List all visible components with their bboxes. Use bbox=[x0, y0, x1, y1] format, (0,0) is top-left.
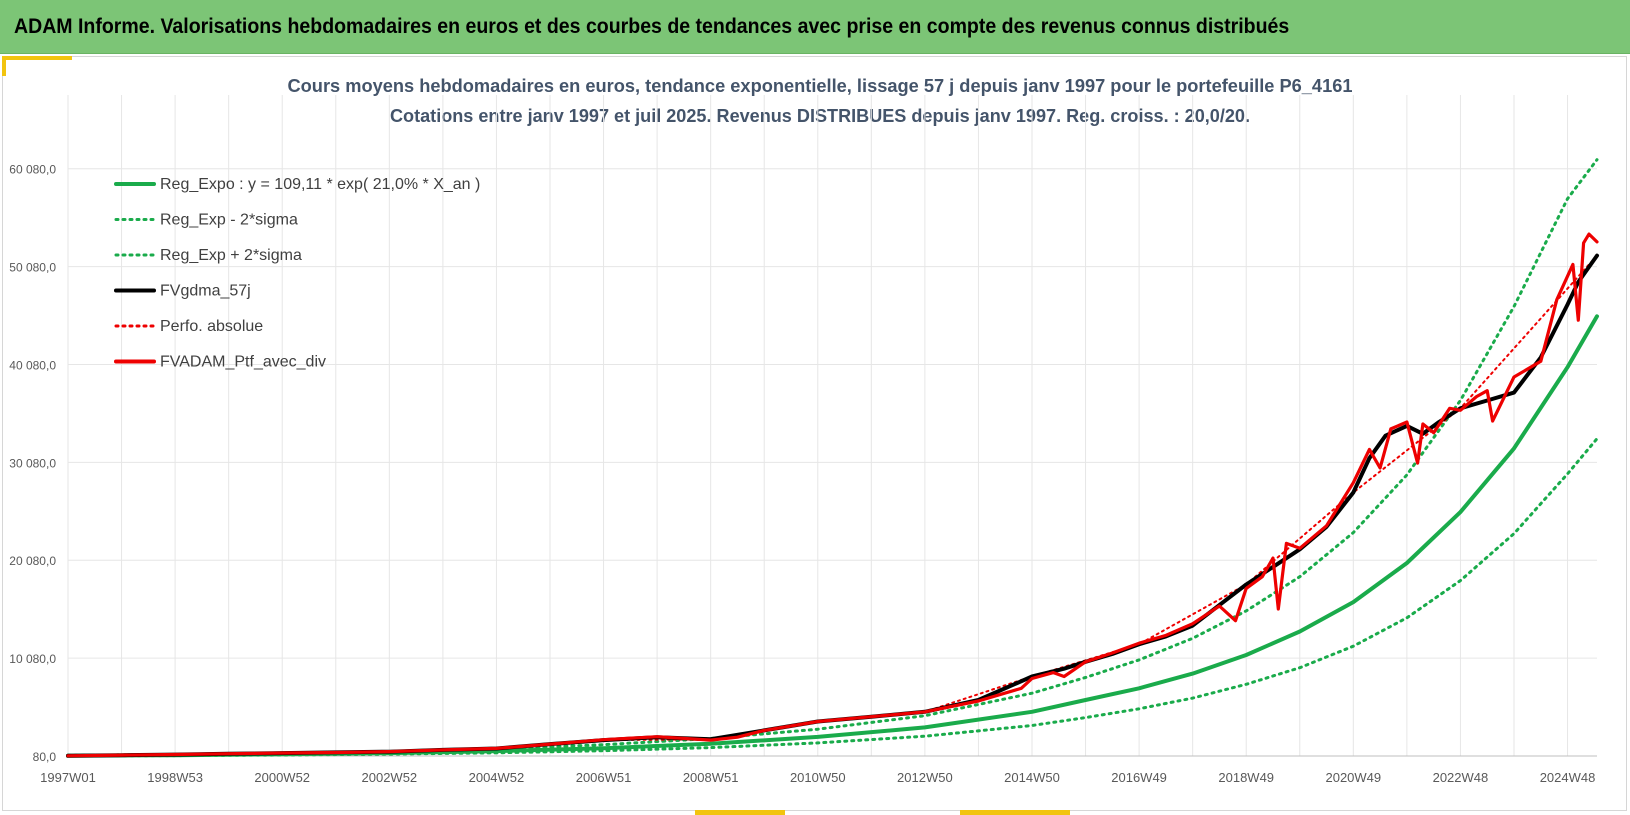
series-perfo-absolue bbox=[67, 254, 1598, 757]
grid bbox=[67, 95, 1597, 757]
page-title: ADAM Informe. Valorisations hebdomadaire… bbox=[14, 14, 1290, 38]
x-tick-label: 2018W49 bbox=[1218, 770, 1274, 785]
x-tick-label: 2002W52 bbox=[362, 770, 418, 785]
x-tick-label: 2024W48 bbox=[1540, 770, 1596, 785]
header-bar: ADAM Informe. Valorisations hebdomadaire… bbox=[0, 0, 1630, 54]
legend-label: Perfo. absolue bbox=[160, 318, 263, 335]
y-tick-label: 40 080,0 bbox=[9, 358, 56, 372]
y-tick-label: 10 080,0 bbox=[9, 652, 56, 666]
legend-item: Reg_Exp - 2*sigma bbox=[114, 212, 298, 229]
legend-item: Reg_Exp + 2*sigma bbox=[114, 247, 302, 264]
corner-accent-left bbox=[2, 56, 6, 76]
x-tick-label: 2014W50 bbox=[1004, 770, 1060, 785]
series bbox=[66, 158, 1599, 758]
x-tick-label: 2012W50 bbox=[897, 770, 953, 785]
y-tick-label: 50 080,0 bbox=[9, 261, 56, 275]
legend-label: Reg_Expo : y = 109,11 * exp( 21,0% * X_a… bbox=[160, 176, 480, 193]
legend-item: FVADAM_Ptf_avec_div bbox=[114, 354, 326, 371]
x-tick-label: 2008W51 bbox=[683, 770, 739, 785]
series-fvadam-ptf-avec-div bbox=[66, 232, 1599, 758]
x-tick-label: 2004W52 bbox=[469, 770, 525, 785]
legend-label: FVADAM_Ptf_avec_div bbox=[160, 354, 326, 371]
y-tick-label: 80,0 bbox=[33, 750, 57, 764]
x-tick-label: 2010W50 bbox=[790, 770, 846, 785]
series-reg-exp-minus-2sigma bbox=[66, 437, 1599, 758]
corner-accent-top bbox=[2, 56, 72, 60]
legend-item: FVgdma_57j bbox=[114, 283, 251, 300]
chart-title: Cours moyens hebdomadaires en euros, ten… bbox=[288, 76, 1353, 126]
series-reg-expo bbox=[66, 314, 1599, 758]
legend-label: Reg_Exp + 2*sigma bbox=[160, 247, 302, 264]
chart-title-line-1: Cours moyens hebdomadaires en euros, ten… bbox=[288, 76, 1353, 96]
legend-label: FVgdma_57j bbox=[160, 283, 251, 300]
legend-item: Reg_Expo : y = 109,11 * exp( 21,0% * X_a… bbox=[114, 176, 480, 193]
x-tick-label: 2016W49 bbox=[1111, 770, 1167, 785]
y-tick-label: 20 080,0 bbox=[9, 554, 56, 568]
x-tick-label: 1997W01 bbox=[40, 770, 96, 785]
x-tick-label: 1998W53 bbox=[147, 770, 203, 785]
legend: Reg_Expo : y = 109,11 * exp( 21,0% * X_a… bbox=[114, 176, 480, 371]
y-tick-label: 60 080,0 bbox=[9, 163, 56, 177]
chart-title-line-2: Cotations entre janv 1997 et juil 2025. … bbox=[390, 106, 1250, 126]
series-fvgdma-57j bbox=[66, 253, 1599, 758]
axes: 80,0 10 080,0 20 080,0 30 080,0 40 080,0 50 0… bbox=[9, 163, 1597, 785]
corner-accent-bottom-1 bbox=[695, 810, 785, 815]
chart-frame bbox=[2, 56, 1627, 811]
x-tick-label: 2006W51 bbox=[576, 770, 632, 785]
x-tick-label: 2000W52 bbox=[254, 770, 310, 785]
legend-item: Perfo. absolue bbox=[114, 318, 263, 335]
y-tick-label: 30 080,0 bbox=[9, 456, 56, 470]
legend-label: Reg_Exp - 2*sigma bbox=[160, 212, 298, 229]
x-tick-label: 2020W49 bbox=[1325, 770, 1381, 785]
corner-accent-bottom-2 bbox=[960, 810, 1070, 815]
x-tick-label: 2022W48 bbox=[1433, 770, 1489, 785]
